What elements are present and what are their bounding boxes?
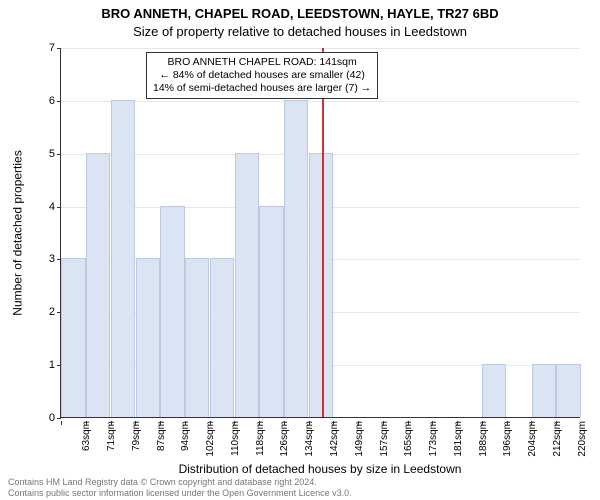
x-tick-mark bbox=[111, 421, 112, 425]
x-tick-mark bbox=[309, 421, 310, 425]
histogram-bar bbox=[556, 364, 580, 417]
x-tick-mark bbox=[234, 421, 235, 425]
histogram-bar bbox=[482, 364, 506, 417]
histogram-bar bbox=[235, 153, 259, 417]
x-tick-mark bbox=[86, 421, 87, 425]
x-tick-mark bbox=[482, 421, 483, 425]
x-tick-label: 102sqm bbox=[201, 421, 216, 457]
histogram-bar bbox=[210, 258, 234, 417]
histogram-bar bbox=[160, 206, 184, 417]
x-tick-mark bbox=[507, 421, 508, 425]
x-tick-mark bbox=[358, 421, 359, 425]
annotation-line: BRO ANNETH CHAPEL ROAD: 141sqm bbox=[153, 56, 371, 69]
plot-area: 0123456763sqm71sqm79sqm87sqm94sqm102sqm1… bbox=[60, 48, 580, 418]
x-tick-label: 118sqm bbox=[251, 421, 266, 456]
annotation-box: BRO ANNETH CHAPEL ROAD: 141sqm← 84% of d… bbox=[146, 52, 378, 99]
x-tick-mark bbox=[531, 421, 532, 425]
histogram-bar bbox=[136, 258, 160, 417]
footer-line-2: Contains public sector information licen… bbox=[8, 488, 352, 498]
annotation-line: 14% of semi-detached houses are larger (… bbox=[153, 82, 371, 95]
x-tick-mark bbox=[383, 421, 384, 425]
x-tick-mark bbox=[432, 421, 433, 425]
x-tick-mark bbox=[61, 421, 62, 425]
x-tick-label: 94sqm bbox=[176, 421, 191, 451]
x-tick-mark bbox=[457, 421, 458, 425]
gridline bbox=[61, 101, 580, 102]
x-tick-mark bbox=[135, 421, 136, 425]
histogram-bar bbox=[284, 100, 308, 417]
x-tick-label: 165sqm bbox=[399, 421, 414, 457]
histogram-bar bbox=[185, 258, 209, 417]
reference-line bbox=[322, 48, 324, 417]
x-tick-label: 157sqm bbox=[375, 421, 390, 457]
x-tick-label: 173sqm bbox=[424, 421, 439, 457]
x-tick-label: 181sqm bbox=[449, 421, 464, 457]
x-tick-label: 212sqm bbox=[548, 421, 563, 457]
x-tick-label: 110sqm bbox=[226, 421, 241, 456]
x-tick-label: 142sqm bbox=[325, 421, 340, 457]
histogram-bar bbox=[111, 100, 135, 417]
x-tick-label: 71sqm bbox=[102, 421, 117, 451]
annotation-line: ← 84% of detached houses are smaller (42… bbox=[153, 69, 371, 82]
footer-attribution: Contains HM Land Registry data © Crown c… bbox=[8, 477, 352, 498]
x-tick-mark bbox=[160, 421, 161, 425]
gridline bbox=[61, 48, 580, 49]
x-tick-label: 79sqm bbox=[127, 421, 142, 451]
x-tick-mark bbox=[259, 421, 260, 425]
chart-container: BRO ANNETH, CHAPEL ROAD, LEEDSTOWN, HAYL… bbox=[0, 0, 600, 500]
y-tick-label: 2 bbox=[49, 306, 61, 318]
histogram-bar bbox=[532, 364, 556, 417]
y-axis-title: Number of detached properties bbox=[10, 48, 26, 418]
y-tick-label: 7 bbox=[49, 42, 61, 54]
x-tick-mark bbox=[284, 421, 285, 425]
y-tick-label: 4 bbox=[49, 201, 61, 213]
y-tick-label: 0 bbox=[49, 412, 61, 424]
x-tick-label: 149sqm bbox=[350, 421, 365, 457]
x-tick-label: 126sqm bbox=[275, 421, 290, 457]
x-tick-label: 188sqm bbox=[474, 421, 489, 457]
chart-title-sub: Size of property relative to detached ho… bbox=[0, 24, 600, 39]
x-tick-label: 204sqm bbox=[523, 421, 538, 457]
y-tick-label: 5 bbox=[49, 148, 61, 160]
x-axis-title: Distribution of detached houses by size … bbox=[60, 462, 580, 476]
chart-title-main: BRO ANNETH, CHAPEL ROAD, LEEDSTOWN, HAYL… bbox=[0, 6, 600, 21]
x-tick-label: 87sqm bbox=[152, 421, 167, 451]
x-tick-label: 196sqm bbox=[498, 421, 513, 457]
y-tick-label: 3 bbox=[49, 253, 61, 265]
x-tick-mark bbox=[408, 421, 409, 425]
histogram-bar bbox=[86, 153, 110, 417]
x-tick-label: 220sqm bbox=[573, 421, 588, 457]
histogram-bar bbox=[61, 258, 85, 417]
histogram-bar bbox=[259, 206, 283, 417]
x-tick-mark bbox=[185, 421, 186, 425]
x-tick-label: 63sqm bbox=[77, 421, 92, 451]
footer-line-1: Contains HM Land Registry data © Crown c… bbox=[8, 477, 352, 487]
x-tick-mark bbox=[210, 421, 211, 425]
x-tick-label: 134sqm bbox=[300, 421, 315, 457]
y-tick-label: 6 bbox=[49, 95, 61, 107]
x-tick-mark bbox=[333, 421, 334, 425]
y-tick-label: 1 bbox=[49, 359, 61, 371]
histogram-bar bbox=[309, 153, 333, 417]
x-tick-mark bbox=[556, 421, 557, 425]
